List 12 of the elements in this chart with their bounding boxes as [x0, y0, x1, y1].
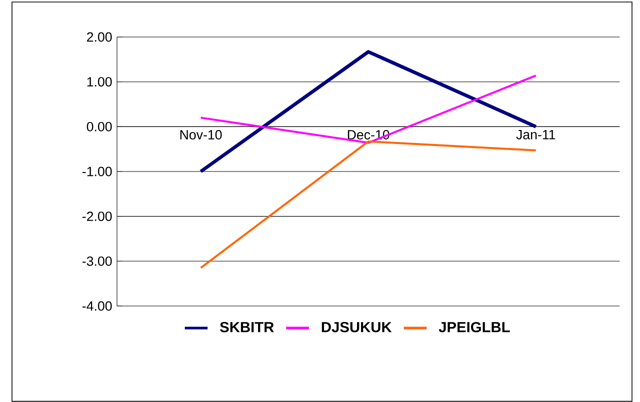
x-tick-label: Jan-11 [516, 130, 556, 140]
y-tick-label: -3.00 [82, 256, 112, 266]
y-tick-label: -2.00 [82, 212, 112, 222]
y-tick-label: 2.00 [87, 32, 112, 42]
y-tick-label: -4.00 [82, 301, 112, 311]
y-tick-label: 1.00 [87, 77, 112, 87]
x-tick-label: Nov-10 [180, 130, 222, 140]
legend-label: SKBITR [220, 322, 274, 332]
y-tick-label: -1.00 [82, 166, 112, 176]
y-tick-label: 0.00 [86, 122, 112, 132]
legend-label: DJSUKUK [322, 322, 392, 332]
legend-label: JPEIGLBL [438, 322, 510, 332]
